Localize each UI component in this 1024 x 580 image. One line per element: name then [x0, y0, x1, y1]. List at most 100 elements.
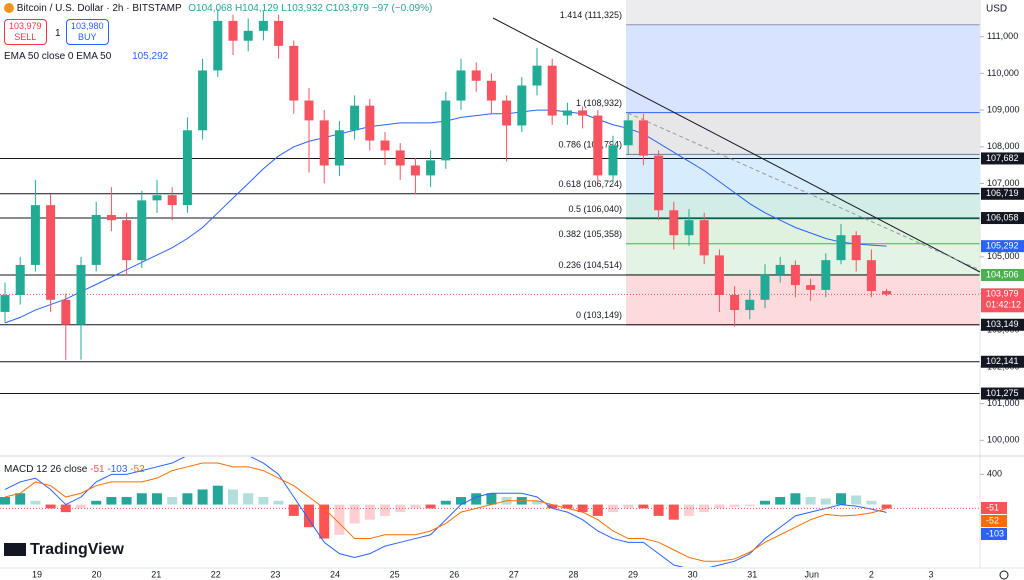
macd-title: MACD 12 26 close: [4, 464, 88, 475]
histogram-bar: [425, 504, 436, 509]
histogram-bar: [76, 504, 86, 509]
x-tick-label: Jun: [805, 569, 820, 579]
candle-body: [426, 160, 436, 176]
brand: TradingView: [30, 541, 125, 558]
histogram-bar: [197, 489, 208, 505]
histogram-bar: [380, 504, 390, 516]
candle-body: [456, 70, 466, 101]
candle-body: [714, 255, 724, 296]
fib-zone: [626, 0, 980, 25]
level-box: [981, 212, 1024, 225]
buy-label: BUY: [78, 32, 97, 42]
macd-value-box: [981, 528, 1007, 540]
buy-button[interactable]: 103,980 BUY: [66, 19, 109, 45]
candle-body: [410, 165, 420, 176]
candle-body: [152, 195, 162, 201]
sell-label: SELL: [14, 32, 37, 42]
trendline: [492, 17, 981, 273]
x-tick-label: 2: [869, 569, 874, 579]
histogram-bar: [714, 504, 725, 509]
candle-body: [167, 195, 177, 206]
macd-value-label: -103: [986, 528, 1004, 538]
level-box: [981, 387, 1024, 400]
y-tick-label: 105,000: [987, 251, 1020, 261]
histogram-bar: [775, 497, 786, 505]
candle-body: [182, 130, 192, 206]
candle-body: [365, 105, 375, 141]
candle-body: [137, 200, 147, 261]
buy-price: 103,980: [71, 21, 104, 31]
fib-label: 0.786 (107,794): [558, 140, 622, 150]
candle-body: [213, 20, 223, 71]
candle-body: [61, 299, 71, 325]
histogram-bar: [334, 504, 345, 535]
histogram-bar: [212, 485, 223, 505]
macd-value-label: -52: [986, 515, 999, 525]
histogram-bar: [532, 500, 542, 505]
histogram-bar: [258, 497, 269, 505]
candle-body: [775, 264, 785, 275]
histogram-bar: [15, 493, 26, 505]
macd-pane: [0, 457, 980, 567]
y-tick-label: 100,000: [987, 435, 1020, 445]
histogram-bar: [136, 493, 147, 505]
spread: 1: [55, 28, 61, 39]
level-box: [981, 187, 1024, 200]
level-label: 104,506: [986, 269, 1019, 279]
histogram-bar: [653, 504, 664, 516]
candle-body: [380, 140, 390, 151]
candle-body: [0, 295, 10, 312]
x-tick-label: 28: [568, 569, 578, 579]
histogram-bar: [349, 504, 360, 524]
candle-body: [517, 85, 527, 126]
candle-body: [334, 130, 344, 166]
candle-body: [866, 260, 876, 292]
fib-zone: [626, 24, 980, 113]
x-tick-label: 24: [330, 569, 340, 579]
ema-label: 105,292: [986, 241, 1019, 251]
x-tick-label: 21: [151, 569, 161, 579]
histogram-bar: [30, 500, 41, 505]
candle-body: [882, 291, 892, 295]
level-label: 101,275: [986, 388, 1019, 398]
histogram-bar: [851, 495, 862, 505]
histogram-bar: [0, 497, 10, 505]
histogram-bar: [364, 504, 375, 520]
histogram-bar: [45, 504, 56, 509]
symbol: Bitcoin / U.S. Dollar · 2h · BITSTAMP: [16, 3, 182, 14]
sell-button[interactable]: 103,979 SELL: [4, 19, 47, 45]
histogram-bar: [182, 493, 193, 505]
level-label: 102,141: [986, 356, 1019, 366]
histogram-bar: [121, 497, 132, 505]
indicator-legend: EMA 50 close 0 EMA 50 105,292: [4, 51, 168, 62]
macd-line: [4, 457, 887, 567]
candle-body: [243, 30, 253, 41]
candle-body: [15, 264, 25, 296]
histogram-bar: [106, 497, 117, 505]
histogram-bar: [395, 504, 406, 513]
histogram-bar: [836, 493, 846, 505]
candle-body: [836, 235, 846, 261]
candle-body: [684, 220, 694, 236]
histogram-bar: [288, 504, 299, 516]
candle-body: [790, 264, 800, 286]
candle-body: [486, 80, 496, 101]
macd-legend-signal: -52: [130, 464, 145, 475]
histogram-bar: [805, 497, 816, 505]
histogram-bar: [744, 504, 755, 507]
histogram-bar: [471, 493, 482, 505]
candle-body: [851, 235, 861, 261]
x-tick-label: 31: [747, 569, 757, 579]
settings-icon[interactable]: [999, 570, 1009, 580]
level-label: 106,719: [986, 188, 1019, 198]
candle-body: [258, 20, 268, 31]
candle-body: [547, 65, 557, 116]
candle-body: [76, 264, 86, 325]
fib-label: 0.382 (105,358): [558, 229, 622, 239]
candle-body: [760, 274, 770, 300]
x-tick-label: 20: [92, 569, 102, 579]
histogram-bar: [440, 500, 451, 505]
ohlc: O104,068 H104,129 L103,932 C103,979 −97 …: [188, 3, 433, 14]
